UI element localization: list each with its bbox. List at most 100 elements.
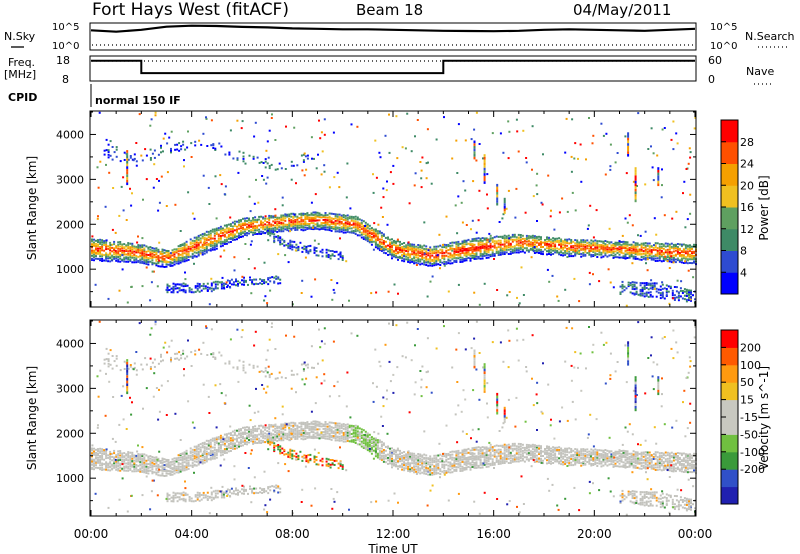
power-cell [288,217,291,220]
power-cell [621,285,624,288]
power-cell [109,244,112,246]
power-cell [405,253,408,256]
power-cell [278,230,281,233]
power-cell [658,259,661,262]
power-cell [660,255,663,258]
power-cell [639,292,642,295]
power-cell [639,284,642,287]
power-cell [177,260,180,263]
power-cell [407,250,410,253]
power-cell [437,257,440,260]
power-cell [296,218,299,221]
power-cell [114,231,117,234]
velocity-cell [282,427,285,430]
power-cell [238,224,240,226]
power-cell [223,230,226,233]
power-cell [663,127,666,129]
power-cell [622,252,625,255]
power-cell [637,234,639,237]
velocity-cell [362,436,365,439]
power-cell [286,229,289,232]
velocity-cell [366,435,369,438]
power-cell [95,255,97,258]
power-cell [362,236,365,239]
power-cell [273,235,276,238]
power-cell [451,262,454,265]
velocity-cell [225,439,228,442]
velocity-cell [312,425,315,428]
power-cell [308,226,311,229]
velocity-cell [389,452,391,455]
power-cell [362,225,365,227]
power-cell [635,281,638,284]
power-cell [209,234,212,237]
power-cell [289,247,292,250]
power-cell [489,242,492,245]
velocity-cell [161,469,164,472]
velocity-cell [344,430,347,433]
power-cell [475,246,478,249]
power-cell [229,223,232,226]
power-cell [277,276,280,279]
power-cell [149,257,152,260]
power-cell [493,236,496,239]
velocity-cell [417,460,420,463]
power-cell [455,245,458,248]
velocity-cell [354,427,357,430]
power-cell [463,239,466,242]
velocity-cell [286,438,289,441]
power-cell [151,255,154,258]
power-cell [685,300,688,303]
velocity-cell [129,456,132,459]
power-cell [602,240,605,243]
power-cell [517,233,520,236]
power-cell [284,215,287,218]
velocity-cell [326,432,329,435]
velocity-cell [207,444,210,447]
power-cell [257,201,260,204]
velocity-cell [149,457,152,460]
power-cell [125,249,128,252]
power-cell [149,253,152,256]
power-cell [243,279,245,282]
velocity-cell [171,463,174,466]
power-cell [303,245,306,248]
power-cell [113,251,116,254]
power-cell [198,290,201,293]
power-cell [169,264,172,267]
power-cell [277,239,280,242]
power-cell [682,262,685,264]
power-cell [233,224,236,227]
power-cell [346,228,349,231]
velocity-cell [175,460,178,463]
power-cell [417,262,420,265]
velocity-cell [272,440,275,443]
power-cell [332,226,335,229]
power-cell [636,243,639,246]
power-cell [219,232,222,235]
power-cell [509,250,512,253]
power-cell [493,253,496,256]
power-cell [293,126,296,129]
power-cell [374,230,377,233]
velocity-cell [221,441,224,443]
power-cell [419,244,422,247]
power-cell [653,217,656,220]
velocity-cell [233,432,236,434]
velocity-cell [391,466,393,469]
power-cell [215,247,218,250]
power-cell [590,253,593,256]
power-cell [665,284,668,287]
power-cell [213,237,216,240]
power-cell [576,243,579,246]
velocity-cell [423,456,426,459]
power-cell [602,244,605,247]
velocity-cell [181,461,184,464]
power-cell [260,223,263,226]
power-cell [635,293,638,295]
velocity-cell [334,428,337,431]
power-cell [691,258,693,261]
power-cell [397,244,399,247]
power-cell [319,250,322,253]
velocity-cell [260,442,263,444]
